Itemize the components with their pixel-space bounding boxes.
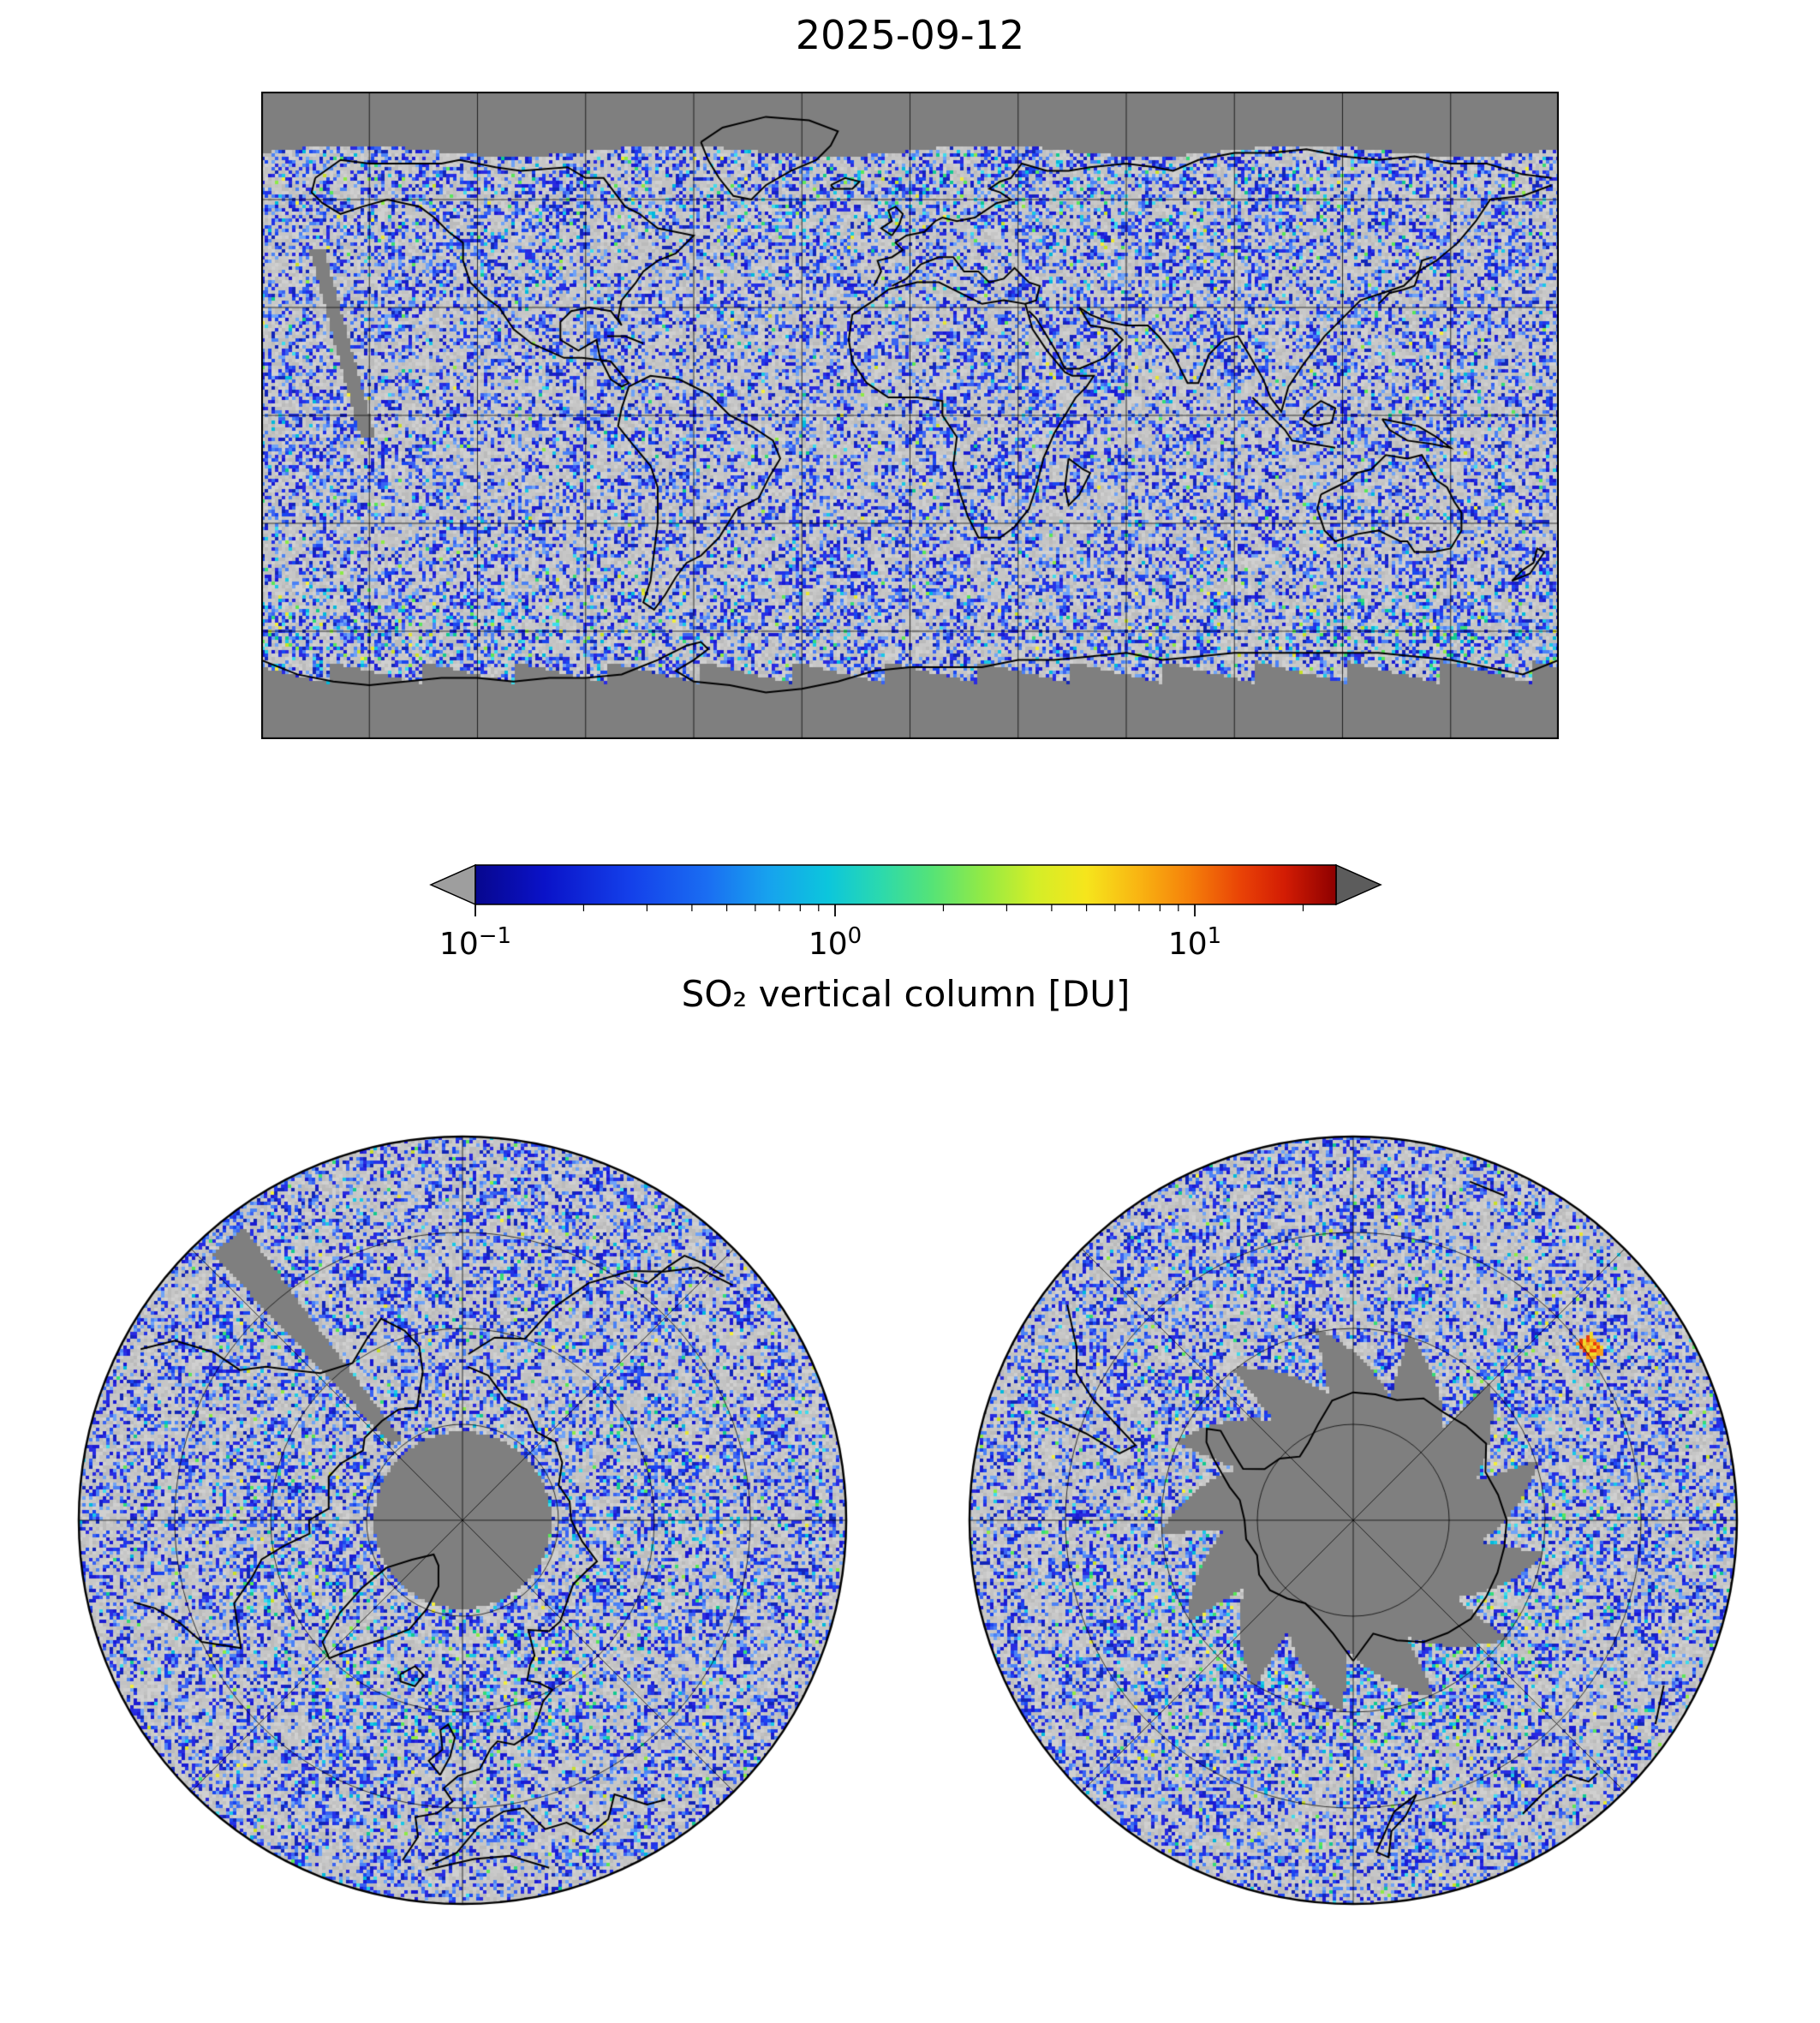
- south-polar-map-canvas: [959, 1126, 1747, 1914]
- north-polar-map-canvas: [69, 1126, 856, 1914]
- colorbar-gradient: [474, 864, 1337, 905]
- global-map-canvas: [261, 92, 1559, 739]
- colorbar-tick-label: 10−1: [439, 923, 512, 962]
- colorbar-tick-label: 101: [1167, 923, 1222, 962]
- figure-title: 2025-09-12: [795, 12, 1025, 58]
- colorbar-axis-label: SO₂ vertical column [DU]: [681, 973, 1131, 1015]
- colorbar-over-arrow: [1335, 863, 1382, 906]
- colorbar-under-arrow: [429, 863, 476, 906]
- colorbar: [429, 863, 1382, 916]
- colorbar-tick-labels: 10−1 100 101: [0, 923, 1820, 968]
- colorbar-tick-label: 100: [808, 923, 862, 962]
